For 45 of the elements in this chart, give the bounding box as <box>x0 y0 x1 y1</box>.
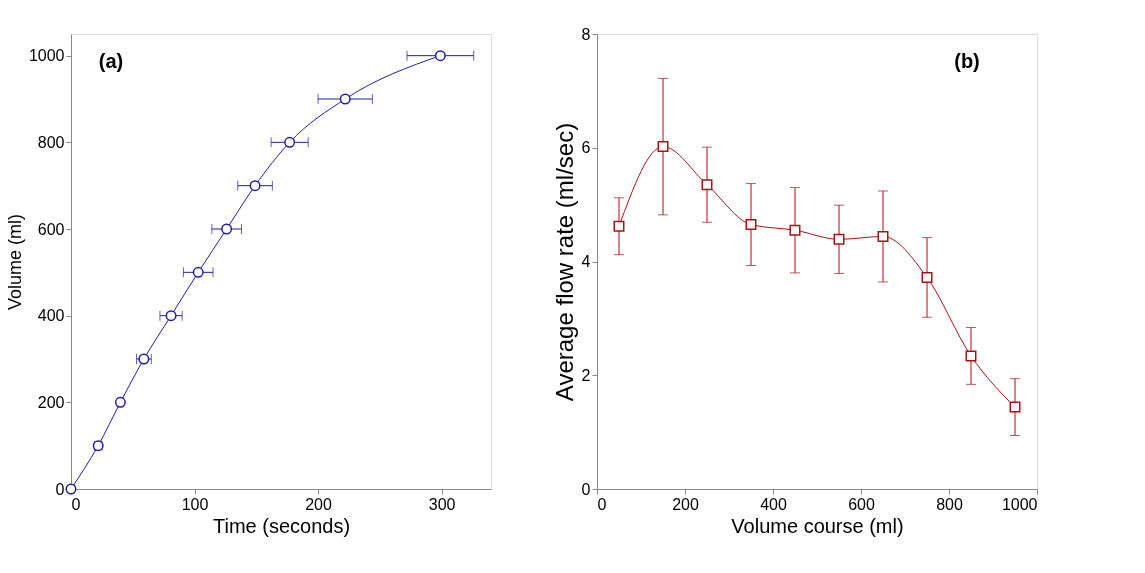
x-tick-label: 200 <box>672 495 699 513</box>
y-tick-label: 800 <box>37 133 65 151</box>
x-tick-label: 800 <box>936 495 963 513</box>
y-axis-title: Volume (ml) <box>4 213 25 311</box>
x-tick-label: 300 <box>428 495 456 513</box>
y-tick-label: 6 <box>581 139 591 157</box>
y-tick-label: 400 <box>37 307 65 325</box>
x-tick-label: 0 <box>71 495 81 513</box>
point <box>284 136 296 148</box>
y-tick-label: 2 <box>581 366 591 384</box>
point <box>339 93 351 105</box>
y-tick-label: 4 <box>581 253 591 270</box>
point <box>613 220 625 232</box>
x-tick-label: 200 <box>305 495 332 513</box>
x-tick-label: 600 <box>848 495 875 513</box>
point <box>789 224 801 236</box>
annotation: (b) <box>954 50 980 72</box>
point <box>1009 401 1021 413</box>
x-tick-label: 1000 <box>1001 495 1038 513</box>
y-tick-label: 8 <box>581 25 591 43</box>
point <box>221 223 233 235</box>
y-tick-label: 1000 <box>28 47 65 65</box>
annotation: (a) <box>98 50 124 72</box>
y-tick-label: 0 <box>581 480 591 498</box>
x-tick-label: 0 <box>597 495 607 513</box>
y-axis-title: Average flow rate (ml/sec) <box>550 122 578 402</box>
point <box>192 266 204 278</box>
x-axis-title: Time (seconds) <box>212 514 351 537</box>
point <box>965 350 977 362</box>
point <box>921 271 933 283</box>
x-tick-label: 100 <box>181 495 209 513</box>
point <box>877 230 889 242</box>
point <box>657 141 669 153</box>
point <box>833 233 845 245</box>
x-tick-label: 400 <box>760 495 787 513</box>
y-tick-label: 600 <box>37 220 65 238</box>
y-tick-label: 0 <box>55 480 65 498</box>
point <box>65 483 77 495</box>
y-tick-label: 200 <box>37 393 65 411</box>
point <box>165 310 177 322</box>
point <box>701 179 713 191</box>
point <box>745 219 757 231</box>
x-axis-title: Volume course (ml) <box>731 514 904 537</box>
point <box>249 180 261 192</box>
point <box>434 50 446 62</box>
